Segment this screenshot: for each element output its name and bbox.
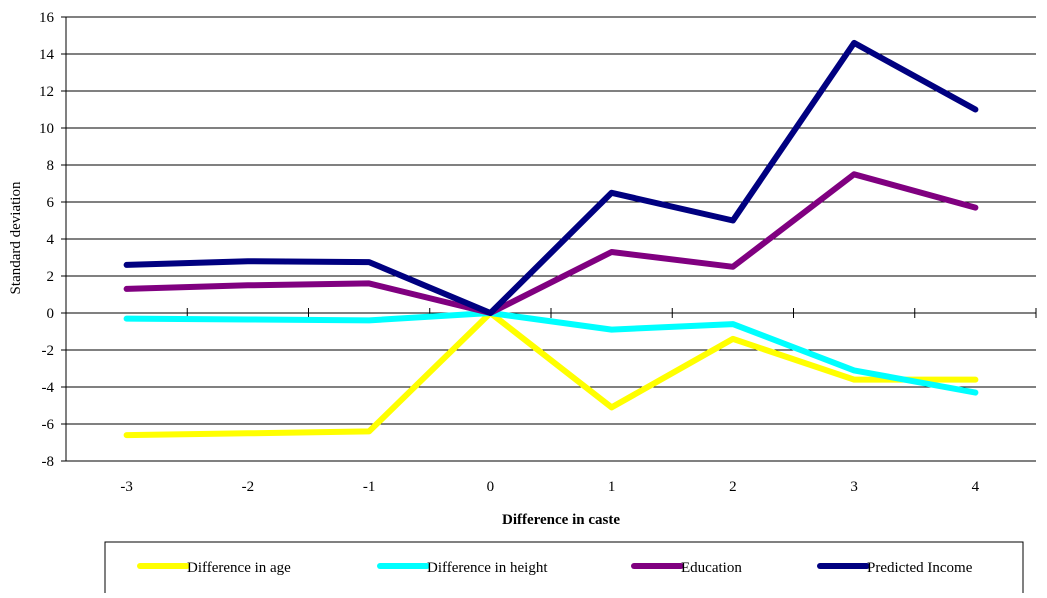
data-point [246,431,250,435]
data-point [973,108,977,111]
gridlines [66,16,1036,462]
x-tick-label: 2 [729,479,737,495]
data-point [610,405,614,409]
data-point [367,260,371,264]
legend-label: Difference in age [187,560,291,576]
data-point [125,317,129,321]
data-point [610,191,614,195]
data-point [731,337,735,341]
y-tick-label: 6 [47,195,55,211]
data-point [731,265,735,269]
y-tick-label: 0 [47,306,55,322]
y-tick-label: 2 [47,269,55,285]
x-axis-title: Difference in caste [502,512,620,528]
data-point [246,283,250,287]
y-tick-label: -4 [42,380,55,396]
series-line-difference-in-height [123,310,979,396]
y-tick-label: 16 [39,10,55,26]
data-point [973,378,977,382]
data-point [367,429,371,433]
data-point [125,433,129,437]
data-point [973,391,977,395]
data-point [125,287,129,291]
x-tick-label: -3 [120,479,133,495]
x-tick-label: 0 [487,479,495,495]
y-tick-label: 12 [39,84,54,100]
y-tick-label: 4 [47,232,55,248]
y-tick-label: -2 [42,343,55,359]
data-point [610,328,614,332]
data-point [852,41,856,45]
series-lines [123,39,979,439]
data-point [852,172,856,176]
legend-label: Predicted Income [867,560,973,576]
data-point [973,206,977,210]
data-point [246,259,250,263]
y-tick-label: -6 [42,417,55,433]
x-tick-label: -2 [242,479,255,495]
x-tick-label: 4 [972,479,980,495]
data-point [246,317,250,321]
series-line-predicted-income [123,39,979,316]
y-tick-label: 10 [39,121,54,137]
legend: Difference in age Difference in height Edu… [104,541,1024,598]
series-line-education [123,171,979,316]
y-tick-label: 14 [39,47,55,63]
data-point [367,281,371,285]
data-point [852,368,856,372]
y-tick-label: 8 [47,158,55,174]
data-point [852,378,856,382]
x-tick-label: 1 [608,479,616,495]
legend-label: Difference in height [427,560,548,576]
x-tick-label: 3 [850,479,858,495]
axes [61,16,1037,462]
data-point [610,250,614,254]
data-point [125,263,129,267]
x-tick-label: -1 [363,479,376,495]
data-point [731,322,735,326]
y-tick-label: -8 [42,454,55,470]
series-line-difference-in-age [123,310,979,439]
data-point [367,318,371,322]
y-axis-title: Standard deviation [8,181,24,294]
data-point [488,311,492,315]
legend-box [104,541,1024,598]
data-point [731,219,735,222]
legend-label: Education [681,560,742,576]
